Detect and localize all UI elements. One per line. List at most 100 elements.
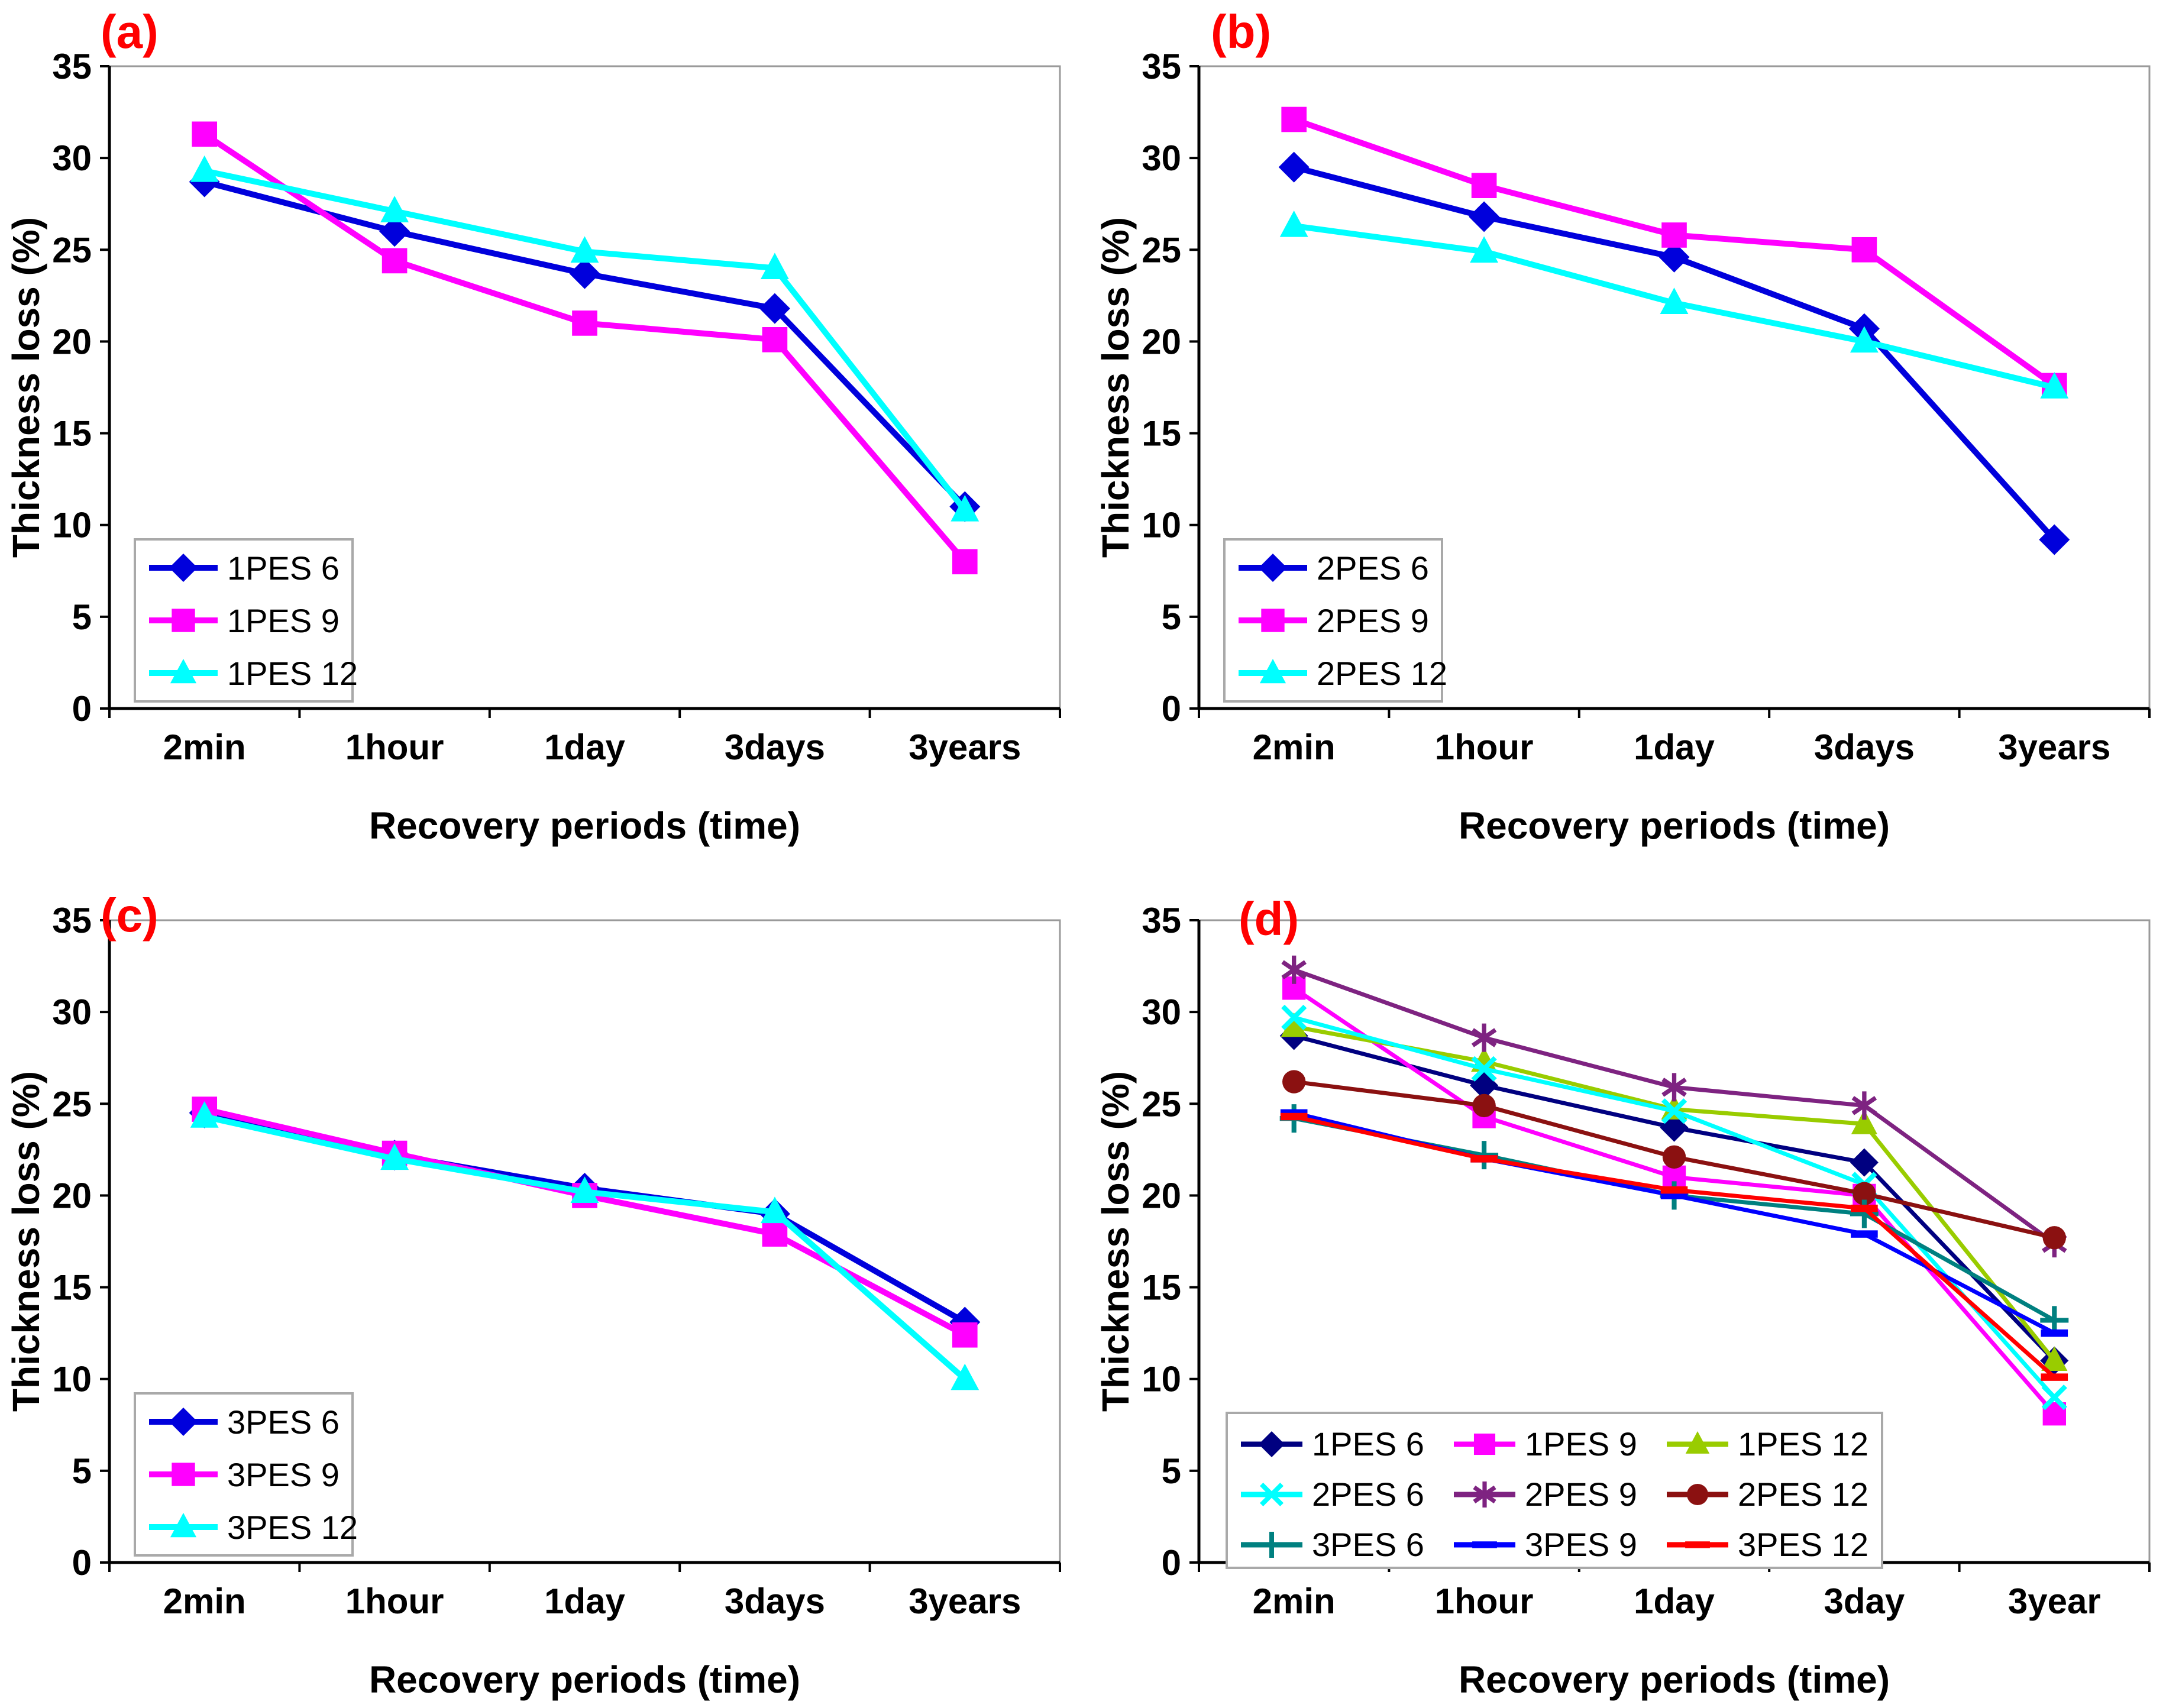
y-axis-tick-label: 20 — [1142, 1176, 1181, 1215]
asterisk-marker-stroke — [1473, 1485, 1496, 1504]
triangle-marker-shape — [1685, 1431, 1710, 1454]
x-axis-tick-label: 1day — [1634, 727, 1715, 767]
legend-marker-2PES-12 — [1259, 659, 1286, 684]
circle-marker-shape — [1282, 1070, 1306, 1094]
diamond-marker-shape — [1469, 201, 1500, 232]
dash-marker-shape — [1851, 1230, 1878, 1238]
square-marker-shape — [382, 248, 408, 274]
panel-c: 0 5 10 15 20 25 30 35 2min 1hour 1day 3days 3years Re… — [0, 854, 1090, 1708]
x-axis-tick-label: 3year — [2008, 1581, 2101, 1621]
x-axis-title: Recovery periods (time) — [1459, 1658, 1890, 1701]
legend-label-1PES-6: 1PES 6 — [1312, 1425, 1424, 1463]
panel-label-b: (b) — [1211, 5, 1272, 58]
x-axis-tick-label: 1hour — [1435, 727, 1534, 767]
y-axis-tick-label: 15 — [1142, 414, 1181, 454]
x-axis-tick-label: 3days — [725, 1581, 825, 1621]
asterisk-marker-stroke — [1281, 960, 1307, 980]
y-axis-tick-label: 5 — [72, 597, 92, 637]
dash-marker-shape — [1280, 1112, 1308, 1121]
series-marker-1PES-9 — [952, 549, 978, 575]
legend-label-2PES-9: 2PES 9 — [1317, 602, 1429, 639]
x-axis-title: Recovery periods (time) — [369, 804, 800, 847]
panel-label-d: (d) — [1239, 892, 1299, 945]
legend-label-2PES-6: 2PES 6 — [1312, 1476, 1424, 1513]
legend-label-1PES-9: 1PES 9 — [1525, 1425, 1637, 1463]
circle-marker-shape — [1853, 1182, 1876, 1206]
circle-marker-shape — [2042, 1226, 2066, 1250]
y-axis-tick-label: 30 — [1142, 138, 1181, 178]
y-axis-tick-label: 25 — [52, 1084, 92, 1124]
series-marker-1PES-12 — [760, 253, 789, 280]
x-axis-tick-label: 3day — [1824, 1581, 1905, 1621]
triangle-marker-shape — [951, 1363, 979, 1390]
x-axis-tick-label: 1day — [544, 727, 625, 767]
series-marker-3PES-12 — [1851, 1204, 1878, 1212]
legend-marker-1PES-6 — [1259, 1431, 1285, 1457]
legend-marker-1PES-12 — [1685, 1431, 1710, 1454]
square-marker-shape — [1471, 173, 1497, 199]
y-axis-tick-label: 10 — [1142, 1360, 1181, 1399]
diamond-marker-shape — [759, 293, 790, 324]
legend-label-2PES-12: 2PES 12 — [1317, 655, 1447, 692]
series-marker-2PES-12 — [1660, 287, 1689, 314]
series-marker-2PES-12 — [1853, 1182, 1876, 1206]
x-axis-tick-label: 1hour — [345, 1581, 444, 1621]
y-axis-tick-label: 25 — [1142, 1084, 1181, 1124]
series-marker-2PES-9 — [1851, 237, 1877, 263]
panel-label-a: (a) — [101, 5, 159, 58]
x-marker-stroke — [1661, 1098, 1687, 1124]
legend-box — [1226, 1412, 1883, 1569]
series-marker-2PES-12 — [1470, 236, 1499, 263]
y-axis-tick-label: 0 — [1162, 689, 1181, 729]
x-axis-tick-label: 3days — [1814, 727, 1915, 767]
x-axis-tick-label: 3years — [909, 1581, 1021, 1621]
y-axis-tick-label: 35 — [1142, 47, 1181, 86]
series-marker-3PES-12 — [1660, 1186, 1688, 1194]
legend-marker-1PES-6 — [169, 554, 198, 582]
triangle-marker-shape — [380, 196, 409, 222]
triangle-marker-shape — [170, 659, 197, 684]
y-axis-tick-label: 15 — [52, 414, 92, 454]
legend: 1PES 6 1PES 9 1PES 12 2PES 6 2PES 9 2PES 12 3P… — [1226, 1412, 1883, 1569]
y-axis-tick-label: 15 — [1142, 1268, 1181, 1308]
y-axis-tick-label: 25 — [1142, 230, 1181, 270]
triangle-marker-shape — [2040, 372, 2069, 399]
series-marker-2PES-6 — [2041, 1384, 2067, 1411]
legend-label-1PES-9: 1PES 9 — [227, 602, 340, 639]
panel-d: 0 5 10 15 20 25 30 35 2min 1hour 1day 3day 3year Reco… — [1090, 854, 2179, 1708]
series-marker-2PES-6 — [1278, 151, 1310, 183]
y-axis-tick-label: 20 — [52, 322, 92, 361]
series-marker-2PES-9 — [1661, 1073, 1687, 1102]
legend-label-3PES-12: 3PES 12 — [1738, 1526, 1868, 1563]
legend: 2PES 6 2PES 9 2PES 12 — [1223, 538, 1447, 703]
y-axis-tick-label: 35 — [52, 901, 92, 940]
x-axis-tick-label: 1day — [544, 1581, 625, 1621]
square-marker-shape — [952, 1322, 978, 1348]
legend-label-2PES-9: 2PES 9 — [1525, 1476, 1637, 1513]
series-marker-2PES-9 — [1471, 173, 1497, 199]
triangle-marker-shape — [760, 253, 789, 280]
series-marker-1PES-9 — [762, 327, 788, 352]
series-marker-1PES-9 — [382, 248, 408, 274]
series-marker-1PES-12 — [380, 196, 409, 222]
square-marker-shape — [762, 1221, 788, 1247]
diamond-marker-shape — [1259, 554, 1287, 582]
series-marker-2PES-6 — [1469, 201, 1500, 232]
series-marker-3PES-9 — [762, 1221, 788, 1247]
chart-canvas-a: 0 5 10 15 20 25 30 35 2min 1hour 1day 3days 3years Re… — [5, 47, 1061, 847]
legend-marker-2PES-9 — [1261, 609, 1285, 632]
series-marker-1PES-12 — [190, 155, 219, 182]
diamond-marker-shape — [2039, 524, 2070, 555]
y-axis-tick-label: 15 — [52, 1268, 92, 1308]
x-axis-tick-label: 1hour — [345, 727, 444, 767]
square-marker-shape — [952, 549, 978, 575]
series-marker-2PES-9 — [1281, 106, 1307, 132]
diamond-marker-shape — [569, 258, 600, 289]
legend-marker-3PES-12 — [170, 1513, 197, 1538]
diamond-marker-shape — [1659, 241, 1690, 273]
series-marker-1PES-6 — [1850, 1148, 1879, 1177]
x-marker-stroke — [1281, 1004, 1307, 1031]
y-axis-tick-label: 5 — [72, 1451, 92, 1491]
series-marker-2PES-6 — [1659, 241, 1690, 273]
